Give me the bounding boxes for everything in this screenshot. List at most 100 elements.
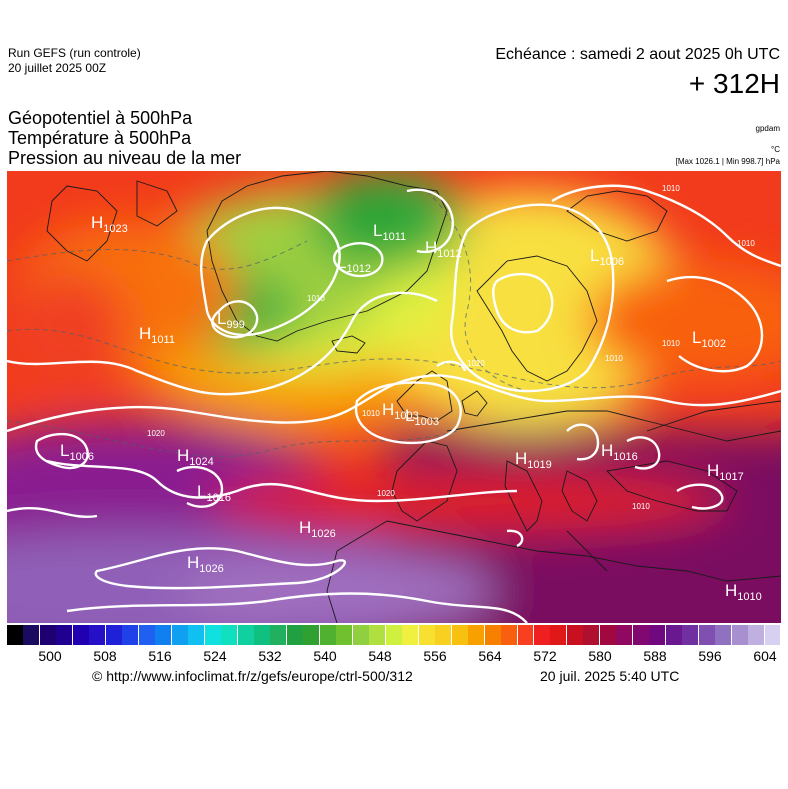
isobar-value-label: 1020 xyxy=(467,359,485,368)
pressure-center-label: L1002 xyxy=(692,328,726,350)
color-swatch xyxy=(188,625,206,645)
isobar-value-label: 1010 xyxy=(662,339,680,348)
color-scale-tick: 564 xyxy=(478,648,502,664)
color-swatch xyxy=(632,625,650,645)
color-scale-tick: 588 xyxy=(643,648,667,664)
color-swatch xyxy=(715,625,733,645)
color-swatch xyxy=(533,625,551,645)
color-swatch xyxy=(451,625,469,645)
pressure-center-label: H1019 xyxy=(515,449,552,471)
color-swatch xyxy=(599,625,617,645)
isobar-labels: 1010 1010 1010 1010 1010 1010 1010 1020 1020 1020 xyxy=(147,184,755,511)
color-swatch xyxy=(254,625,271,645)
color-scale-tick: 580 xyxy=(588,648,612,664)
color-swatch xyxy=(402,625,420,645)
color-scale-tick: 572 xyxy=(533,648,557,664)
pressure-center-label: L1012 xyxy=(337,253,371,275)
color-scale-tick: 500 xyxy=(38,648,62,664)
color-swatch xyxy=(7,625,24,645)
pressure-center-label: L1006 xyxy=(60,441,94,463)
temperature-field xyxy=(7,171,781,623)
color-swatch xyxy=(484,625,502,645)
pressure-center-label: H1024 xyxy=(177,446,214,468)
pressure-center-label: L1011 xyxy=(373,221,406,243)
color-swatch xyxy=(550,625,568,645)
color-swatch xyxy=(352,625,370,645)
color-swatch xyxy=(385,625,403,645)
pressure-center-label: L999 xyxy=(217,309,245,331)
color-scale-tick: 516 xyxy=(148,648,172,664)
isobars xyxy=(7,184,781,623)
run-title: Run GEFS (run controle) xyxy=(8,46,141,60)
pressure-centers: H1023 L1011 H1012 L1012 L999 H1011 L1006 L1002 H… xyxy=(60,213,762,603)
color-swatch xyxy=(369,625,387,645)
color-swatch xyxy=(682,625,700,645)
pressure-center-label: L1006 xyxy=(590,246,624,268)
color-swatch xyxy=(566,625,584,645)
pressure-center-label: H1023 xyxy=(91,213,128,235)
color-swatch xyxy=(89,625,107,645)
pressure-center-label: H1011 xyxy=(139,324,175,346)
color-swatch xyxy=(155,625,173,645)
weather-map: H1023 L1011 H1012 L1012 L999 H1011 L1006 L1002 H… xyxy=(7,171,781,623)
pressure-center-label: H1017 xyxy=(707,461,744,483)
color-swatch xyxy=(237,625,255,645)
pressure-center-label: H1026 xyxy=(299,518,336,540)
isobar-value-label: 1020 xyxy=(377,489,395,498)
color-swatch xyxy=(748,625,766,645)
pressure-center-label: H1012 xyxy=(425,238,462,260)
color-scale-tick: 556 xyxy=(423,648,447,664)
color-swatch xyxy=(286,625,304,645)
color-swatch xyxy=(171,625,189,645)
isobar-value-label: 1010 xyxy=(737,239,755,248)
color-swatch xyxy=(468,625,486,645)
isobar-value-label: 1010 xyxy=(632,502,650,511)
color-swatch xyxy=(270,625,288,645)
color-swatch xyxy=(303,625,321,645)
param-temperature: Température à 500hPa xyxy=(8,128,192,148)
color-swatch xyxy=(56,625,74,645)
color-swatch xyxy=(221,625,239,645)
pressure-center-label: H1016 xyxy=(601,441,638,463)
isobar-value-label: 1020 xyxy=(147,429,165,438)
isobar-value-label: 1010 xyxy=(362,409,380,418)
color-scale-tick: 596 xyxy=(698,648,722,664)
color-scale-tick: 508 xyxy=(93,648,117,664)
isobar-value-label: 1010 xyxy=(662,184,680,193)
pressure-center-label: H1026 xyxy=(187,553,224,575)
isobar-value-label: 1010 xyxy=(307,294,325,303)
color-swatch xyxy=(336,625,354,645)
color-swatch xyxy=(418,625,436,645)
color-swatch xyxy=(665,625,683,645)
color-scale-tick: 540 xyxy=(313,648,337,664)
color-swatch xyxy=(698,625,716,645)
param-geopotential: Géopotentiel à 500hPa xyxy=(8,108,193,128)
color-scale-tick: 604 xyxy=(753,648,777,664)
color-scale-bar xyxy=(7,625,782,645)
pressure-center-label: L1003 xyxy=(405,406,439,428)
color-swatch xyxy=(764,625,782,645)
isobar-value-label: 1010 xyxy=(605,354,623,363)
unit-temperature: °C xyxy=(771,145,780,154)
issue-time: 20 juil. 2025 5:40 UTC xyxy=(540,668,680,684)
param-pressure: Pression au niveau de la mer xyxy=(8,148,242,168)
color-swatch xyxy=(501,625,518,645)
color-swatch xyxy=(319,625,337,645)
color-swatch xyxy=(517,625,535,645)
color-swatch xyxy=(122,625,140,645)
color-swatch xyxy=(72,625,90,645)
color-swatch xyxy=(616,625,634,645)
source-url: © http://www.infoclimat.fr/z/gefs/europe… xyxy=(92,668,413,684)
unit-pressure-range: [Max 1026.1 | Min 998.7] hPa xyxy=(675,157,780,166)
color-swatch xyxy=(731,625,749,645)
lead-time: + 312H xyxy=(688,68,780,99)
color-swatch xyxy=(649,625,667,645)
color-swatch xyxy=(583,625,601,645)
pressure-center-label: H1010 xyxy=(725,581,762,603)
unit-geopotential: gpdam xyxy=(755,124,780,133)
color-scale-tick: 532 xyxy=(258,648,282,664)
run-date: 20 juillet 2025 00Z xyxy=(8,61,107,75)
color-swatch xyxy=(435,625,453,645)
color-scale-tick: 524 xyxy=(203,648,227,664)
pressure-center-label: L1016 xyxy=(197,482,231,504)
